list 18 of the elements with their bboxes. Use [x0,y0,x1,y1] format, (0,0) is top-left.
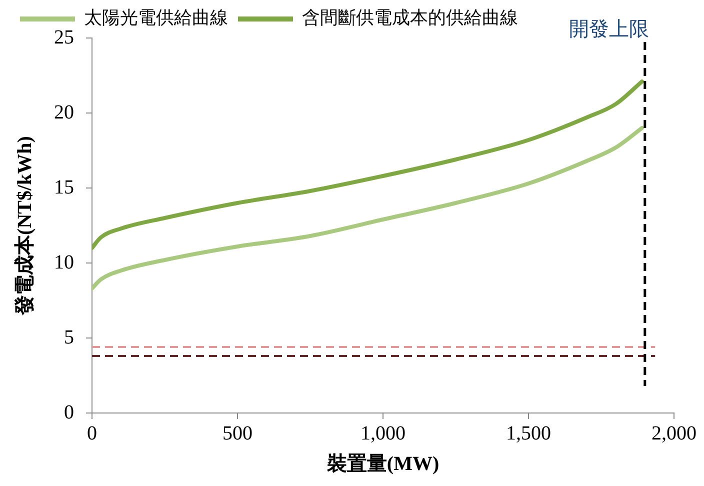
y-tick-label: 25 [54,26,74,48]
legend-label: 含間斷供電成本的供給曲線 [302,8,518,28]
y-axis-title: 發電成本(NT$/kWh) [14,136,36,316]
y-tick-label: 5 [64,326,74,348]
legend-label: 太陽光電供給曲線 [84,8,228,28]
y-tick-label: 0 [64,401,74,424]
x-tick-label: 500 [222,422,252,444]
y-tick-label: 10 [54,251,74,274]
x-tick-label: 1,000 [360,422,406,444]
x-tick-label: 2,000 [652,422,696,444]
ref-line-label: 開發上限 [568,18,649,40]
y-tick-label: 15 [54,176,74,198]
x-axis-title: 裝置量(MW) [326,453,440,476]
x-tick-label: 0 [87,422,97,444]
line-series [92,126,644,290]
y-tick-label: 20 [54,101,74,124]
line-series [92,80,644,250]
x-tick-label: 1,500 [506,422,551,444]
